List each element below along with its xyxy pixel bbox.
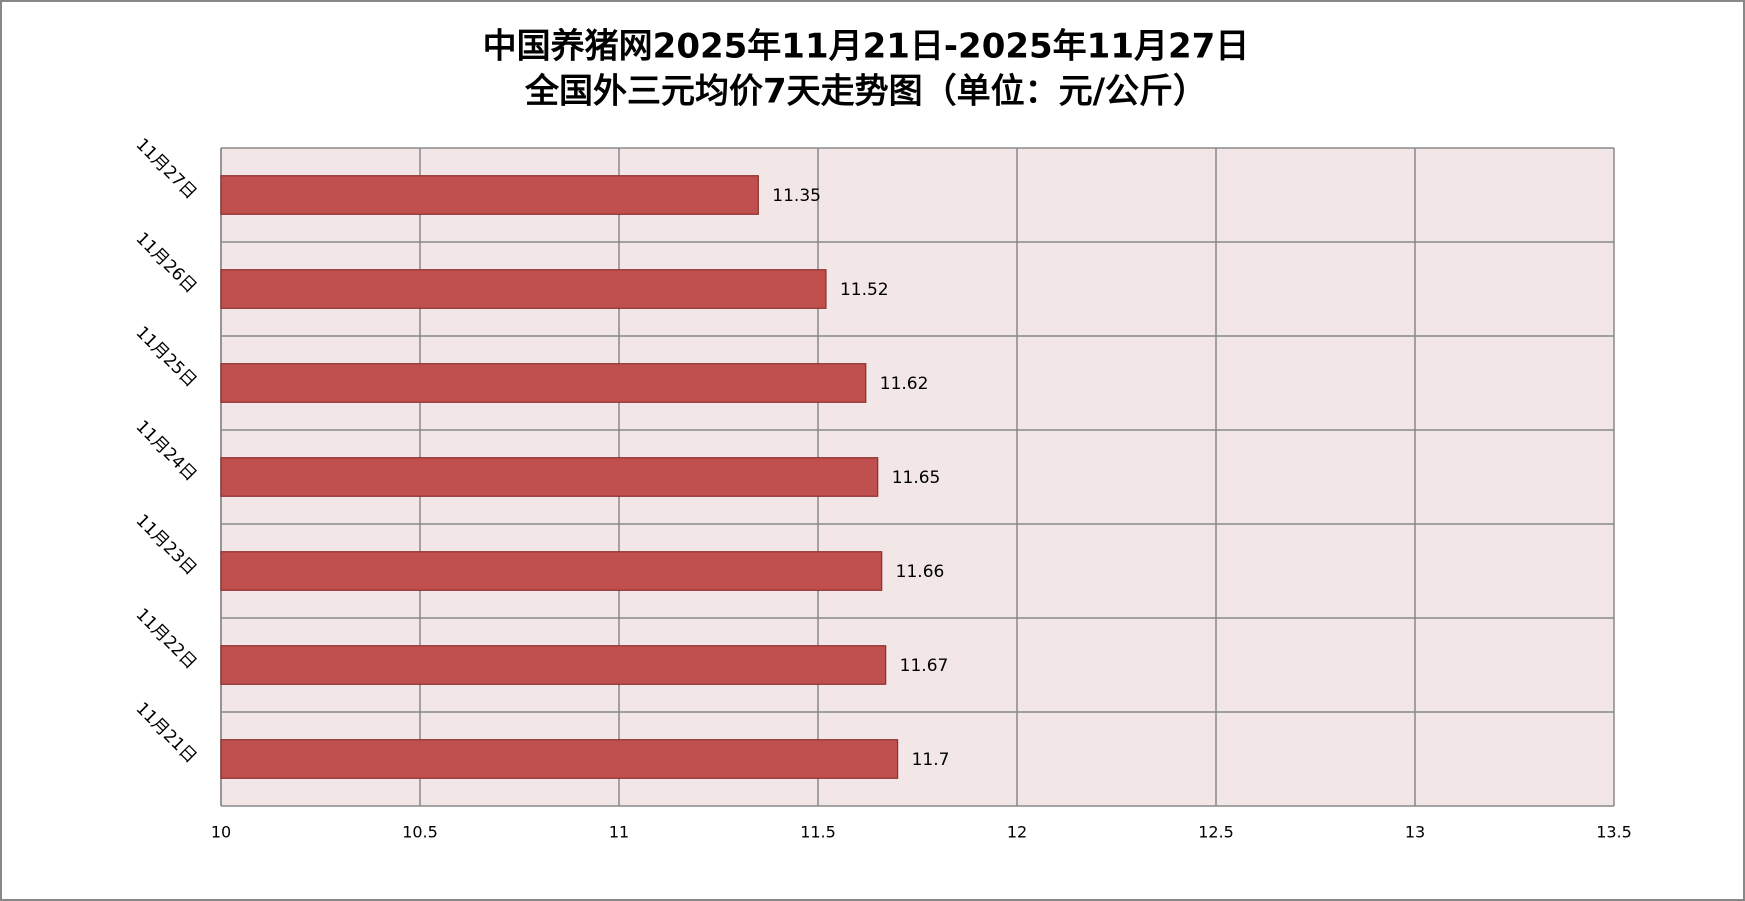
x-tick-label: 10 bbox=[211, 823, 231, 842]
x-tick-label: 11 bbox=[609, 823, 629, 842]
bar bbox=[220, 739, 899, 779]
value-label: 11.35 bbox=[772, 186, 821, 206]
bar bbox=[220, 457, 879, 497]
bar bbox=[220, 175, 759, 215]
chart-subtitle: 全国外三元均价7天走势图（单位：元/公斤） bbox=[524, 72, 1207, 112]
value-label: 11.67 bbox=[900, 656, 949, 676]
bar bbox=[220, 269, 827, 309]
value-label: 11.65 bbox=[892, 468, 941, 488]
value-label: 11.7 bbox=[912, 750, 950, 770]
x-tick-label: 13.5 bbox=[1596, 823, 1632, 842]
x-tick-label: 12 bbox=[1007, 823, 1027, 842]
bar bbox=[220, 551, 883, 591]
value-label: 11.52 bbox=[840, 280, 889, 300]
value-label: 11.66 bbox=[896, 562, 945, 582]
x-tick-label: 10.5 bbox=[402, 823, 438, 842]
value-label: 11.62 bbox=[880, 374, 929, 394]
x-tick-label: 12.5 bbox=[1198, 823, 1234, 842]
chart-title: 中国养猪网2025年11月21日-2025年11月27日 bbox=[483, 27, 1250, 67]
x-tick-label: 13 bbox=[1405, 823, 1425, 842]
bar bbox=[220, 363, 867, 403]
bar bbox=[220, 645, 887, 685]
x-tick-label: 11.5 bbox=[800, 823, 836, 842]
